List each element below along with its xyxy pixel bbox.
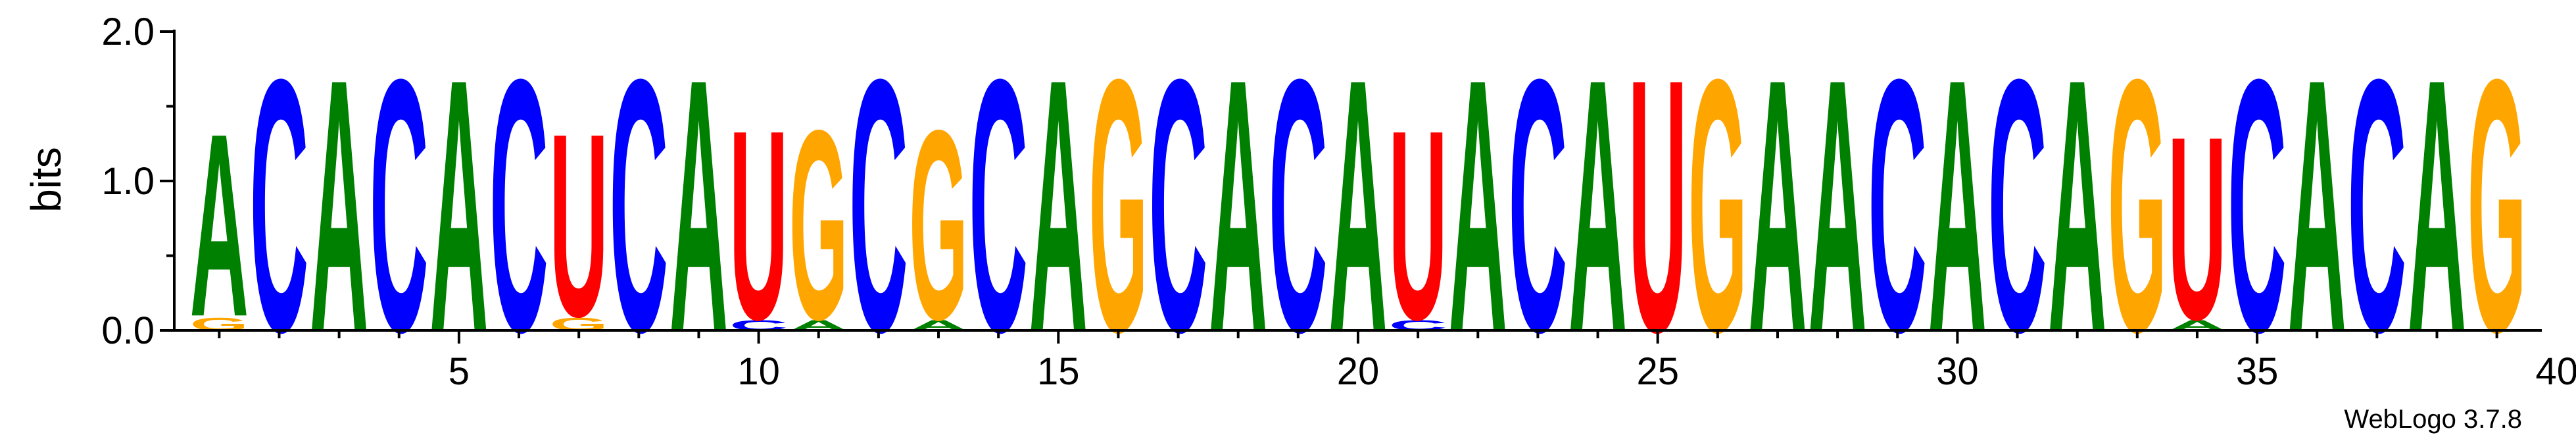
logo-letter-a: A (2288, 5, 2346, 407)
logo-letter-c: C (2348, 5, 2406, 407)
x-tick-label: 10 (737, 350, 780, 393)
x-tick-label: 15 (1037, 350, 1080, 393)
logo-letter-a: A (1209, 5, 1267, 407)
x-tick-label: 5 (449, 350, 470, 393)
logo-letter-g: G (909, 74, 967, 376)
credit-label: WebLogo 3.7.8 (2344, 405, 2522, 434)
logo-letter-c: C (370, 5, 428, 407)
logo-letter-a: A (1449, 5, 1507, 407)
logo-letter-g: G (1688, 4, 1747, 407)
logo-letter-a: A (2408, 5, 2466, 407)
x-tick-label: 20 (1337, 350, 1380, 393)
logo-letter-c: C (250, 5, 308, 407)
y-ticks: 0.0 1.0 2.0 (101, 11, 174, 352)
x-tick-label: 40 (2536, 350, 2576, 393)
logo-letter-a: A (1928, 5, 1987, 407)
y-tick-label: 2.0 (101, 11, 155, 53)
logo-letter-u: U (729, 74, 788, 376)
logo-letter-a: A (1328, 5, 1387, 407)
x-tick-label: 35 (2236, 350, 2279, 393)
logo-letter-c: C (1868, 5, 1927, 407)
y-tick-label: 0.0 (101, 309, 155, 352)
logo-letter-a: A (1568, 5, 1627, 407)
logo-letter-a: A (190, 80, 249, 371)
logo-letter-u: U (1388, 74, 1447, 376)
logo-letter-u: U (2168, 83, 2226, 374)
x-tick-label: 25 (1636, 350, 1679, 393)
x-tick-label: 30 (1936, 350, 1979, 393)
logo-letters: GA C A C A C GU C A CU AG C AG C A G C A C A CU A C A U G A A C A C A G A… (190, 4, 2527, 407)
logo-letter-c: C (849, 5, 908, 407)
y-tick-label: 1.0 (101, 160, 155, 203)
logo-letter-a: A (429, 5, 488, 407)
logo-letter-g: G (2108, 4, 2166, 407)
logo-letter-u: U (550, 80, 608, 371)
logo-letter-c: C (1269, 5, 1327, 407)
logo-letter-c: C (969, 5, 1028, 407)
logo-letter-c: C (2227, 5, 2286, 407)
logo-letter-c: C (1149, 5, 1207, 407)
logo-letter-a: A (1808, 5, 1866, 407)
logo-letter-c: C (489, 5, 548, 407)
y-axis-label: bits (22, 147, 70, 213)
logo-letter-g: G (2467, 4, 2526, 407)
logo-letter-a: A (669, 5, 728, 407)
logo-letter-a: A (310, 5, 368, 407)
logo-letter-c: C (1509, 5, 1567, 407)
logo-letter-c: C (1988, 5, 2047, 407)
logo-letter-g: G (789, 74, 848, 376)
logo-letter-u: U (1628, 5, 1687, 407)
logo-letter-g: G (1089, 4, 1148, 407)
logo-letter-a: A (1029, 5, 1088, 407)
x-ticks: 5 10 15 20 25 30 35 40 (218, 330, 2576, 393)
logo-letter-c: C (610, 5, 668, 407)
logo-letter-a: A (2048, 5, 2106, 407)
logo-letter-a: A (1748, 5, 1807, 407)
